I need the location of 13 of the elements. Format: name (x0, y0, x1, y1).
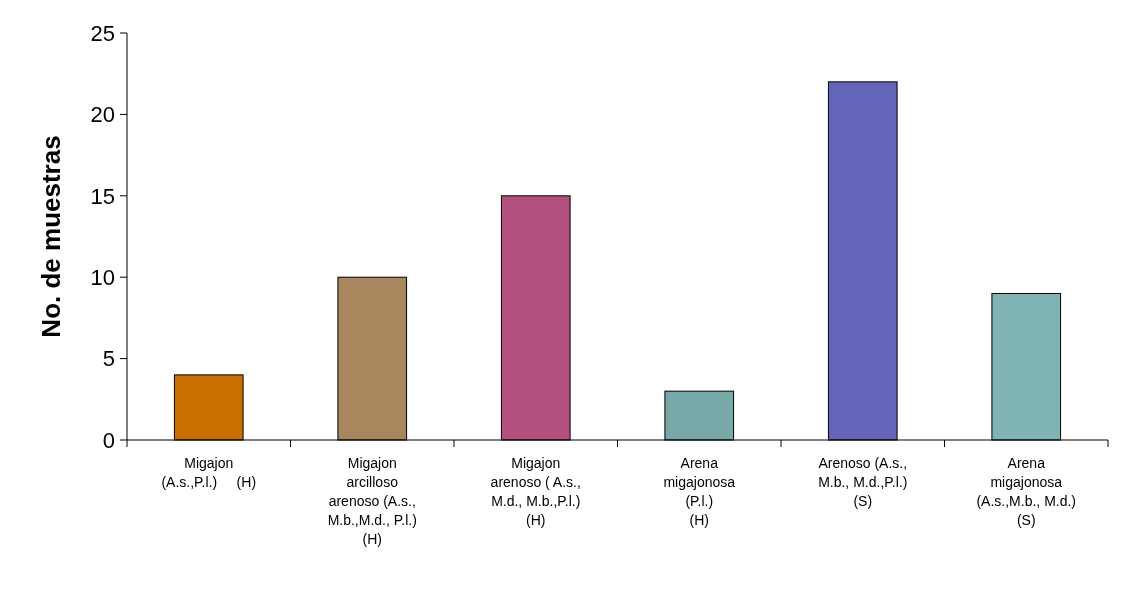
x-tick-label: Migajon arcilloso arenoso (A.s., M.b.,M.d., P.l.) (H) (327, 455, 417, 547)
y-tick-label: 15 (90, 183, 115, 209)
y-tick-label: 25 (90, 20, 115, 46)
x-tick-label: Arenoso (A.s., M.b., M.d.,P.l.) (S) (818, 455, 908, 509)
x-tick-label: Migajon (A.s.,P.l.) (H) (161, 455, 257, 490)
x-tick-label: Arena migajonosa (A.s.,M.b., M.d.) (S) (976, 455, 1077, 528)
y-tick-label: 0 (102, 427, 115, 453)
y-axis-title: No. de muestras (36, 135, 66, 338)
x-tick-label: Arena migajonosa (P.l.) (H) (663, 455, 736, 528)
x-tick-label: Migajon arenoso ( A.s., M.d., M.b.,P.l.) (H) (490, 455, 581, 528)
y-tick-label: 20 (90, 102, 115, 128)
y-tick-label: 5 (102, 346, 115, 372)
y-tick-label: 10 (90, 264, 115, 290)
